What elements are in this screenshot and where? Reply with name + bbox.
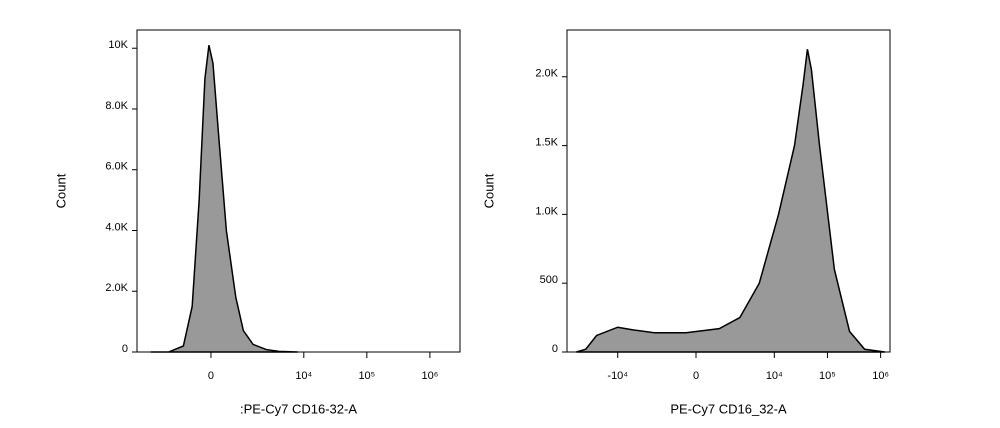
plot-frame: [136, 29, 461, 353]
y-tick-label: 1.0K: [535, 205, 558, 217]
y-tick-label: 1.5K: [535, 136, 558, 148]
y-tick-label: 500: [540, 274, 558, 286]
y-tick-label: 0: [552, 343, 558, 355]
histogram-area: [576, 49, 885, 353]
y-tick-label: 4.0K: [105, 221, 128, 233]
plot-frame: [566, 29, 891, 353]
y-tick-label: 8.0K: [105, 100, 128, 112]
x-tick-label: 10⁴: [295, 370, 312, 382]
x-tick-label: 10⁵: [819, 370, 836, 382]
x-tick-label: 0: [693, 370, 699, 382]
y-axis-title: Count: [53, 173, 68, 208]
y-tick-label: 0: [122, 343, 128, 355]
x-tick-label: 0: [208, 370, 214, 382]
y-axis-title: Count: [481, 173, 496, 208]
y-tick-label: 2.0K: [105, 282, 128, 294]
x-tick-label: 10⁶: [872, 370, 889, 382]
x-axis-title: PE-Cy7 CD16_32-A: [670, 401, 787, 416]
x-tick-label: 10⁵: [358, 370, 375, 382]
histogram-area: [150, 45, 298, 353]
y-tick-label: 10K: [108, 39, 128, 51]
x-tick-label: -10⁴: [607, 370, 628, 382]
y-tick-label: 6.0K: [105, 161, 128, 173]
x-tick-label: 10⁶: [422, 370, 439, 382]
y-tick-label: 2.0K: [535, 68, 558, 80]
x-tick-label: 10⁴: [766, 370, 783, 382]
x-axis-title: :PE-Cy7 CD16-32-A: [240, 401, 357, 416]
